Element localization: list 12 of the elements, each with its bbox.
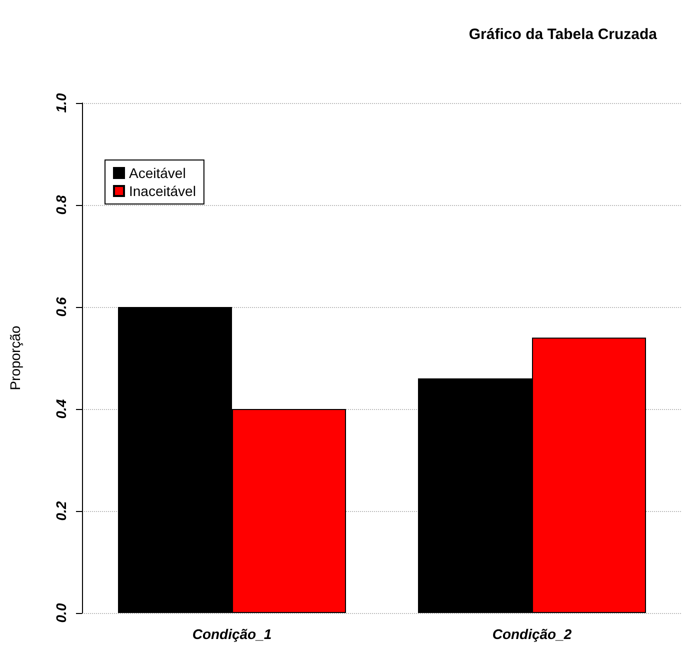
y-tick-label: 0.2	[53, 501, 69, 521]
y-tick-label: 0.0	[53, 603, 69, 623]
legend-label: Aceitável	[129, 165, 186, 181]
y-tick-label: 0.4	[53, 399, 69, 419]
x-tick-label: Condição_2	[492, 626, 572, 642]
x-tick-label: Condição_1	[192, 626, 272, 642]
y-tick-label: 0.8	[53, 195, 69, 215]
legend-label: Inaceitável	[129, 183, 196, 199]
y-axis-title: Proporção	[7, 325, 23, 390]
chart-title: Gráfico da Tabela Cruzada	[468, 26, 658, 43]
y-tick-label: 0.6	[53, 297, 69, 317]
y-tick-label: 1.0	[53, 93, 69, 113]
